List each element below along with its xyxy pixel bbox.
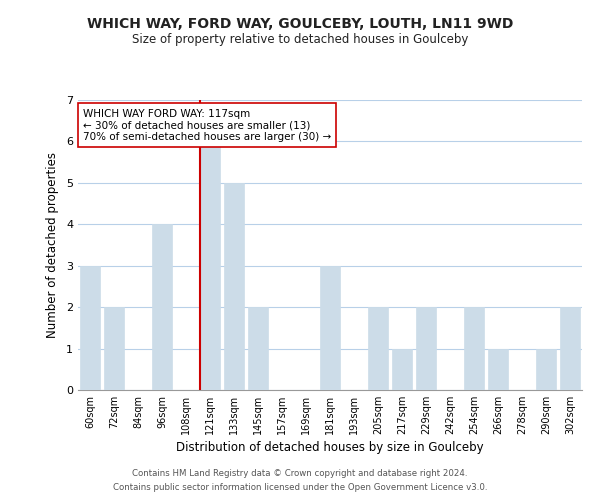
Text: WHICH WAY FORD WAY: 117sqm
← 30% of detached houses are smaller (13)
70% of semi: WHICH WAY FORD WAY: 117sqm ← 30% of deta…: [83, 108, 331, 142]
Bar: [536, 348, 556, 390]
Bar: [200, 142, 220, 390]
Bar: [152, 224, 172, 390]
Bar: [104, 307, 124, 390]
Bar: [368, 307, 388, 390]
Bar: [80, 266, 100, 390]
Bar: [488, 348, 508, 390]
Y-axis label: Number of detached properties: Number of detached properties: [46, 152, 59, 338]
Bar: [392, 348, 412, 390]
Text: Size of property relative to detached houses in Goulceby: Size of property relative to detached ho…: [132, 32, 468, 46]
X-axis label: Distribution of detached houses by size in Goulceby: Distribution of detached houses by size …: [176, 441, 484, 454]
Text: Contains public sector information licensed under the Open Government Licence v3: Contains public sector information licen…: [113, 484, 487, 492]
Bar: [320, 266, 340, 390]
Bar: [224, 183, 244, 390]
Bar: [248, 307, 268, 390]
Bar: [464, 307, 484, 390]
Text: WHICH WAY, FORD WAY, GOULCEBY, LOUTH, LN11 9WD: WHICH WAY, FORD WAY, GOULCEBY, LOUTH, LN…: [87, 18, 513, 32]
Bar: [560, 307, 580, 390]
Text: Contains HM Land Registry data © Crown copyright and database right 2024.: Contains HM Land Registry data © Crown c…: [132, 468, 468, 477]
Bar: [416, 307, 436, 390]
